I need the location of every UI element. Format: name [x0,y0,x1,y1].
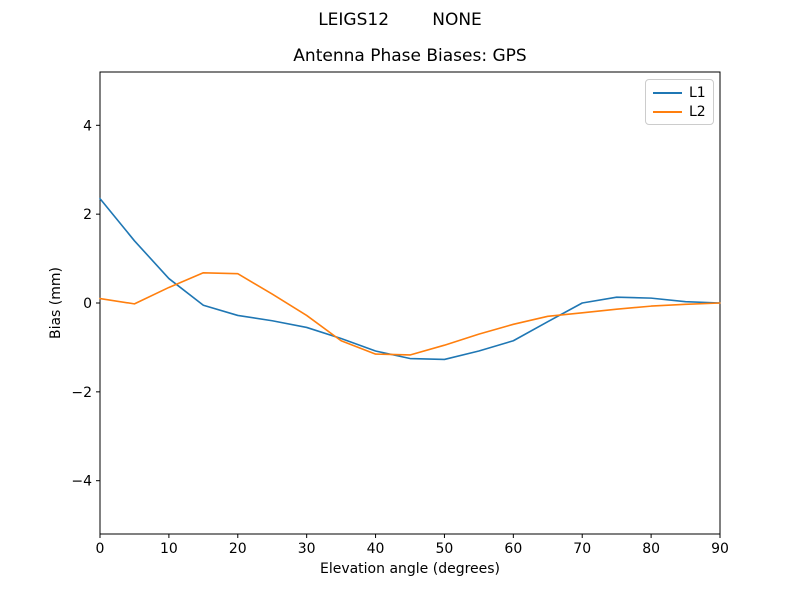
x-tick-label: 40 [367,541,385,557]
legend-item-l1: L1 [653,86,706,100]
x-axis-label: Elevation angle (degrees) [319,561,501,577]
y-axis-label: Bias (mm) [48,266,64,340]
x-tick-label: 80 [642,541,660,557]
x-tick-label: 90 [711,541,729,557]
y-tick-label: −4 [71,474,92,490]
figure-suptitle: LEIGS12 NONE [318,10,482,30]
axes-frame [99,71,721,535]
y-tick-label: 0 [83,296,92,312]
x-tick-label: 10 [160,541,178,557]
chart-title: Antenna Phase Biases: GPS [293,46,527,66]
x-tick-label: 20 [229,541,247,557]
x-tick-label: 0 [96,541,105,557]
x-tick-label: 70 [573,541,591,557]
y-tick-label: 2 [83,207,92,223]
legend-item-l2: L2 [653,105,706,119]
y-tick-label: −2 [71,385,92,401]
legend: L1 L2 [645,79,714,125]
legend-label-l2: L2 [689,103,706,120]
series-line-l2 [99,271,721,356]
x-tick-label: 60 [504,541,522,557]
legend-line-sample-l2 [653,110,682,113]
series-line-l1 [99,197,721,361]
legend-line-sample-l1 [653,91,682,94]
legend-label-l1: L1 [689,84,706,101]
x-tick-label: 30 [298,541,316,557]
y-tick-label: 4 [83,118,92,134]
x-tick-label: 50 [436,541,454,557]
